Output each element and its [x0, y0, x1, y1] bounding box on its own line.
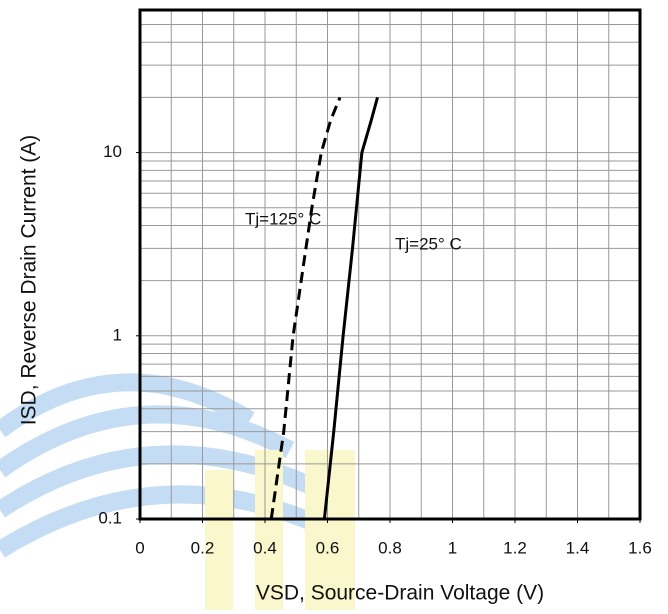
watermark: [0, 373, 355, 610]
x-tick-label: 1.4: [566, 538, 590, 557]
y-axis-title: ISD, Reverse Drain Current (A): [18, 135, 41, 426]
x-tick-label: 0.6: [316, 538, 340, 557]
y-tick-label: 0.1: [98, 508, 122, 527]
x-tick-label: 0: [135, 538, 144, 557]
x-axis-title: VSD, Source-Drain Voltage (V): [256, 582, 544, 605]
y-tick-label: 10: [103, 142, 122, 161]
x-tick-label: 0.8: [378, 538, 402, 557]
x-tick-label: 0.2: [191, 538, 215, 557]
x-tick-label: 1.2: [503, 538, 527, 557]
plot-area: [140, 10, 640, 520]
x-tick-label: 0.4: [253, 538, 277, 557]
x-tick-label: 1: [448, 538, 457, 557]
line-series: [269, 96, 342, 520]
x-tick-label: 1.6: [628, 538, 652, 557]
line-series: [322, 97, 379, 520]
y-tick-label: 1: [113, 325, 122, 344]
annotation: Tj=25° C: [395, 234, 462, 253]
annotation: Tj=125° C: [245, 209, 321, 228]
